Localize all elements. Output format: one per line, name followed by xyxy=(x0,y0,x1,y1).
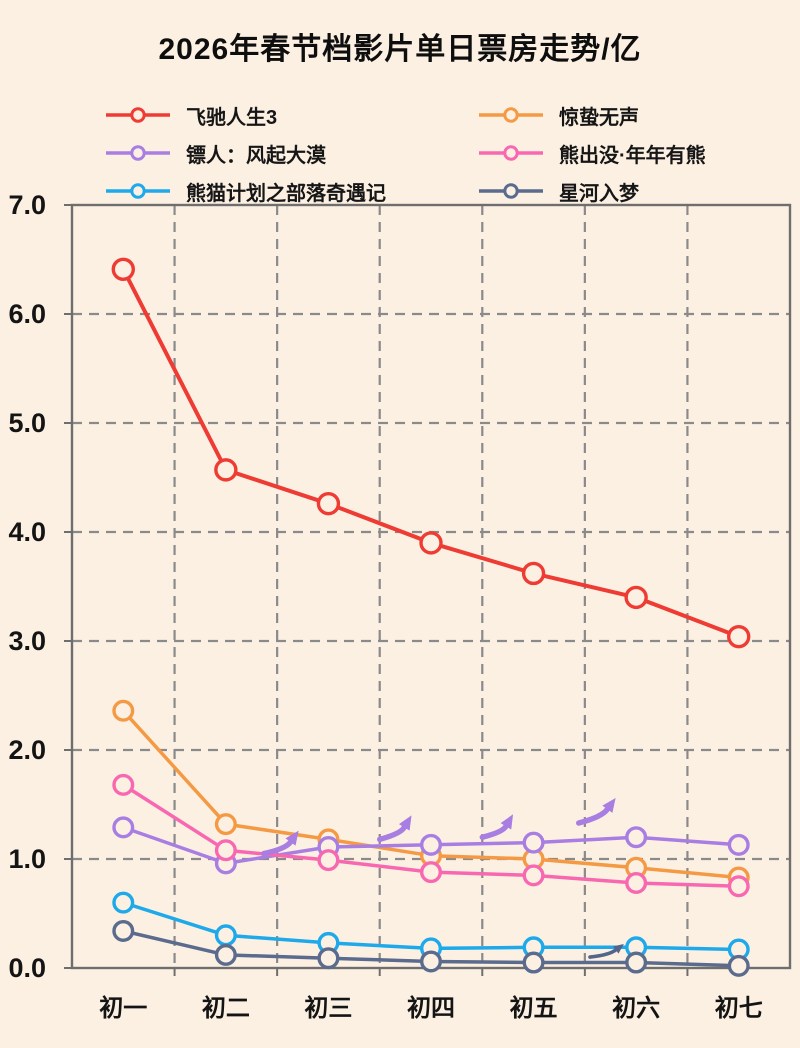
legend-item-biaoren: 镖人：风起大漠 xyxy=(105,134,386,172)
trend-arrow-head xyxy=(398,815,412,831)
trend-arrows xyxy=(261,797,624,959)
legend-column-left: 飞驰人生3 镖人：风起大漠 熊猫计划之部落奇遇记 xyxy=(105,96,386,210)
legend-label: 惊蛰无声 xyxy=(559,106,639,129)
data-point-marker xyxy=(317,849,340,872)
x-tick-label: 初五 xyxy=(510,995,558,1022)
legend-column-right: 惊蛰无声 熊出没·年年有熊 星河入梦 xyxy=(478,96,706,210)
data-point-marker xyxy=(112,919,135,942)
trend-arrow-tail xyxy=(479,823,509,840)
data-point-marker xyxy=(624,585,648,610)
x-tick-label: 初六 xyxy=(612,995,660,1022)
data-point-marker xyxy=(522,864,545,887)
axis-ticks xyxy=(64,204,689,976)
legend-label: 飞驰人生3 xyxy=(186,106,278,129)
trend-arrow-head xyxy=(613,944,624,954)
x-tick-label: 初四 xyxy=(407,995,455,1022)
legend-item-feichirensheng3: 飞驰人生3 xyxy=(105,96,386,134)
x-tick-labels: 初一 初二 初三 初四 初五 初六 初七 xyxy=(99,995,762,1022)
data-point-marker xyxy=(521,561,546,586)
trend-arrow-head xyxy=(500,814,514,830)
data-point-marker xyxy=(420,950,443,973)
legend-item-xiongchumo: 熊出没·年年有熊 xyxy=(478,134,706,172)
series-line xyxy=(112,919,750,977)
data-point-marker xyxy=(522,831,545,854)
y-tick-label: 6.0 xyxy=(8,299,46,329)
data-point-marker xyxy=(419,531,443,555)
legend-swatch xyxy=(106,145,170,161)
data-point-marker xyxy=(420,833,443,856)
x-tick-label: 初三 xyxy=(304,995,352,1022)
legend-swatch xyxy=(479,183,543,199)
y-tick-label: 0.0 xyxy=(8,953,46,983)
y-tick-label: 4.0 xyxy=(8,517,46,547)
chart-title: 2026年春节档影片单日票房走势/亿 xyxy=(158,33,642,66)
y-tick-label: 1.0 xyxy=(8,844,46,874)
data-point-marker xyxy=(112,891,135,914)
legend-label: 镖人：风起大漠 xyxy=(186,144,326,167)
data-point-marker xyxy=(625,871,648,894)
y-tick-label: 2.0 xyxy=(8,735,46,765)
y-tick-label: 3.0 xyxy=(8,626,46,656)
data-point-marker xyxy=(625,826,648,849)
trend-arrow-tail xyxy=(261,839,294,857)
data-point-marker xyxy=(317,947,340,970)
y-tick-label: 7.0 xyxy=(8,190,46,220)
data-point-marker xyxy=(112,699,135,722)
trend-arrow-tail xyxy=(588,948,618,959)
x-tick-label: 初七 xyxy=(715,995,763,1022)
data-point-marker xyxy=(214,839,237,862)
data-point-marker xyxy=(316,491,341,516)
data-point-marker xyxy=(214,458,238,482)
x-tick-label: 初二 xyxy=(202,995,250,1022)
data-point-marker xyxy=(727,624,751,649)
data-point-marker xyxy=(727,875,750,898)
series-line xyxy=(111,257,751,649)
trend-arrow-head xyxy=(285,830,299,846)
data-point-marker xyxy=(112,816,135,839)
data-point-marker xyxy=(727,954,750,977)
series-line xyxy=(112,891,750,961)
data-point-marker xyxy=(625,951,648,974)
data-point-marker xyxy=(522,951,545,974)
data-point-marker xyxy=(214,943,237,966)
legend-label: 熊出没·年年有熊 xyxy=(559,144,706,167)
legend-swatch xyxy=(106,107,170,123)
data-point-marker xyxy=(112,773,135,796)
legend-item-xiongmaojihua: 熊猫计划之部落奇遇记 xyxy=(105,172,386,210)
legend-swatch xyxy=(106,183,170,199)
legend-item-jingzhewusheng: 惊蛰无声 xyxy=(478,96,706,134)
data-point-marker xyxy=(214,924,237,947)
trend-arrow-tail xyxy=(576,806,611,826)
legend-swatch xyxy=(479,145,543,161)
trend-arrow-tail xyxy=(377,824,407,843)
legend-item-xingheurumeng: 星河入梦 xyxy=(478,172,706,210)
data-point-marker xyxy=(111,257,135,282)
series-line xyxy=(112,773,750,898)
data-point-marker xyxy=(214,813,237,836)
legend-label: 熊猫计划之部落奇遇记 xyxy=(186,182,386,205)
trend-arrow-head xyxy=(602,797,616,813)
y-tick-label: 5.0 xyxy=(8,408,46,438)
legend-swatch xyxy=(479,107,543,123)
data-point-marker xyxy=(727,833,750,856)
legend-label: 星河入梦 xyxy=(559,182,639,205)
data-point-marker xyxy=(420,861,443,884)
y-tick-labels: 0.0 1.0 2.0 3.0 4.0 5.0 6.0 7.0 xyxy=(8,190,46,983)
x-tick-label: 初一 xyxy=(99,995,147,1022)
